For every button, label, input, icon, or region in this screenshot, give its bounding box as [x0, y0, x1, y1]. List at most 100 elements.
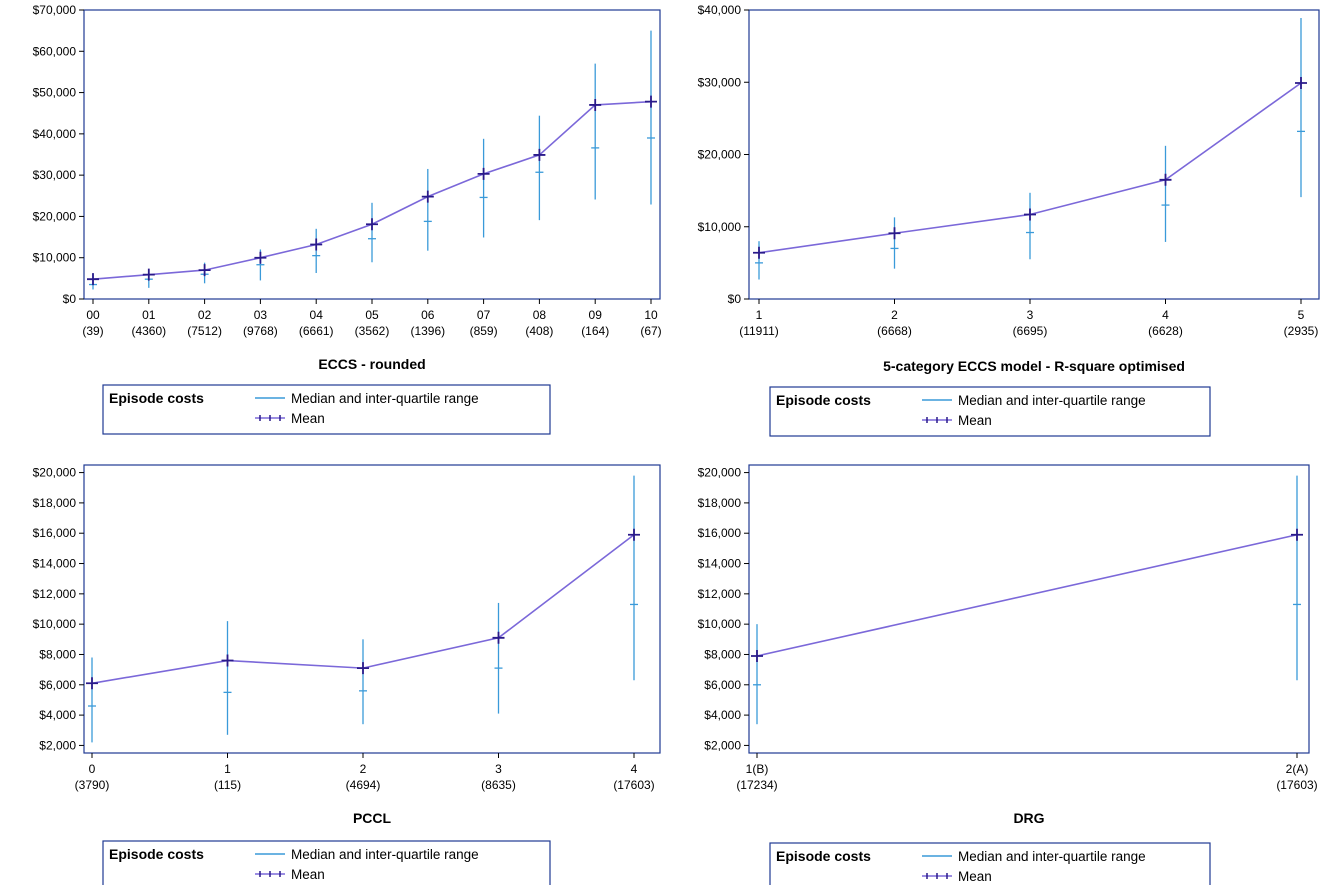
plot-area: [748, 464, 1310, 754]
x-tick-label: 0: [89, 762, 96, 776]
mean-marker: [357, 662, 369, 675]
x-tick-label: 3: [1027, 308, 1034, 322]
legend-box: [102, 384, 551, 435]
chart-panel-3: $2,000 $4,000 $6,000 $8,000 $10,000 $12,000 $1…: [33, 464, 661, 885]
mean-marker: [221, 654, 234, 667]
x-tick-label: 08: [533, 308, 547, 322]
y-tick-label: $30,000: [33, 168, 77, 182]
x-count-label: (3790): [75, 778, 110, 792]
legend-box: [769, 386, 1211, 437]
y-tick-label: $10,000: [33, 251, 77, 265]
legend-title: Episode costs: [109, 846, 204, 862]
x-tick-label: 02: [198, 308, 212, 322]
legend-title: Episode costs: [776, 392, 871, 408]
x-tick-label: 4: [1162, 308, 1169, 322]
plot-area: [83, 464, 661, 754]
y-tick-label: $60,000: [33, 44, 77, 58]
x-axis-title: PCCL: [353, 810, 392, 826]
x-count-label: (3562): [355, 324, 390, 338]
y-tick-label: $10,000: [698, 220, 742, 234]
mean-marker: [492, 631, 505, 644]
legend-title: Episode costs: [776, 848, 871, 864]
y-tick-label: $8,000: [704, 647, 741, 661]
legend-box: [102, 840, 551, 885]
mean-marker: [589, 98, 602, 111]
mean-marker: [477, 167, 490, 180]
mean-marker: [1295, 76, 1307, 89]
mean-line: [756, 533, 1298, 657]
y-tick-label: $30,000: [698, 75, 742, 89]
y-tick-label: $14,000: [33, 557, 77, 571]
legend-mean-label: Mean: [958, 413, 992, 428]
plot-area: [748, 9, 1320, 300]
mean-marker: [1159, 173, 1172, 186]
x-count-label: (17234): [736, 778, 777, 792]
y-tick-label: $0: [728, 292, 742, 306]
x-tick-label: 03: [254, 308, 268, 322]
y-tick-label: $16,000: [698, 526, 742, 540]
mean-marker: [888, 227, 901, 240]
y-tick-label: $14,000: [698, 557, 742, 571]
y-tick-label: $70,000: [33, 3, 77, 17]
x-count-label: (408): [525, 324, 553, 338]
x-count-label: (164): [581, 324, 609, 338]
y-tick-label: $8,000: [39, 647, 76, 661]
mean-marker: [1024, 208, 1036, 221]
legend-title: Episode costs: [109, 390, 204, 406]
y-tick-label: $20,000: [698, 466, 742, 480]
y-tick-label: $6,000: [704, 678, 741, 692]
x-count-label: (9768): [243, 324, 278, 338]
legend: Episode costs Median and inter-quartile r…: [102, 840, 551, 885]
mean-marker: [628, 528, 640, 541]
x-count-label: (859): [470, 324, 498, 338]
mean-marker: [1291, 528, 1303, 541]
x-tick-label: 10: [644, 308, 658, 322]
x-count-label: (6668): [877, 324, 912, 338]
x-count-label: (6628): [1148, 324, 1183, 338]
x-axis-title: ECCS - rounded: [318, 356, 425, 372]
x-tick-label: 2(A): [1286, 762, 1309, 776]
mean-marker: [142, 268, 155, 281]
legend: Episode costs Median and inter-quartile r…: [769, 842, 1211, 885]
x-tick-label: 1: [224, 762, 231, 776]
legend-median-label: Median and inter-quartile range: [958, 393, 1146, 408]
y-tick-label: $50,000: [33, 86, 77, 100]
legend-mean-label: Mean: [958, 869, 992, 884]
x-tick-label: 1(B): [746, 762, 769, 776]
legend: Episode costs Median and inter-quartile r…: [102, 384, 551, 435]
y-tick-label: $18,000: [698, 496, 742, 510]
x-tick-label: 2: [360, 762, 367, 776]
x-count-label: (115): [214, 778, 241, 792]
mean-marker: [198, 264, 211, 277]
x-tick-label: 06: [421, 308, 435, 322]
chart-panel-1: $0 $10,000 $20,000 $30,000 $40,000 $50,000 $60…: [33, 3, 662, 435]
x-count-label: (8635): [481, 778, 516, 792]
x-tick-label: 1: [756, 308, 763, 322]
y-tick-label: $2,000: [39, 738, 76, 752]
x-tick-label: 3: [495, 762, 502, 776]
chart-panel-2: $0 $10,000 $20,000 $30,000 $40,000 1 (11911) 2 (…: [698, 3, 1320, 437]
mean-marker: [366, 218, 378, 231]
x-tick-label: 07: [477, 308, 491, 322]
x-axis-title: DRG: [1013, 810, 1044, 826]
x-tick-label: 4: [631, 762, 638, 776]
x-tick-label: 04: [310, 308, 324, 322]
y-tick-label: $4,000: [39, 708, 76, 722]
mean-marker: [533, 148, 546, 161]
legend: Episode costs Median and inter-quartile r…: [769, 386, 1211, 437]
y-tick-label: $20,000: [33, 466, 77, 480]
x-count-label: (17603): [1276, 778, 1317, 792]
y-tick-label: $40,000: [698, 3, 742, 17]
x-count-label: (39): [82, 324, 103, 338]
x-count-label: (7512): [187, 324, 222, 338]
legend-mean-label: Mean: [291, 411, 325, 426]
x-tick-label: 01: [142, 308, 156, 322]
mean-marker: [254, 251, 267, 264]
x-count-label: (1396): [410, 324, 445, 338]
mean-marker: [310, 238, 323, 251]
y-tick-label: $2,000: [704, 738, 741, 752]
legend-median-label: Median and inter-quartile range: [291, 847, 479, 862]
x-count-label: (11911): [739, 324, 779, 338]
x-tick-label: 5: [1298, 308, 1305, 322]
